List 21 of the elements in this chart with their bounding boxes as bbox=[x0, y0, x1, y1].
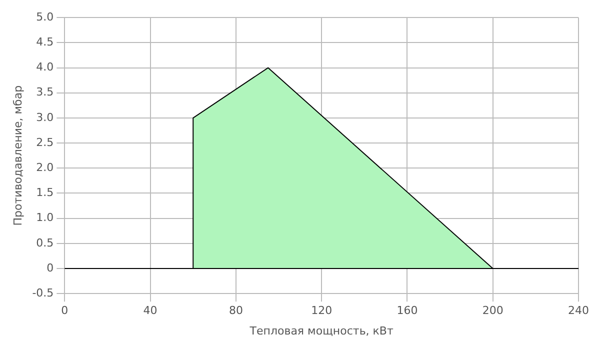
x-tick-label: 0 bbox=[61, 304, 68, 318]
y-tick-label: 2.0 bbox=[36, 161, 54, 174]
y-tick-label: 0.5 bbox=[36, 236, 54, 250]
x-tick-label: 120 bbox=[311, 304, 332, 318]
x-tick-label: 80 bbox=[228, 304, 243, 318]
y-tick-label: 0 bbox=[46, 261, 54, 274]
x-tick-label: 40 bbox=[143, 304, 158, 318]
y-axis-title: Противодавление, мбар bbox=[11, 85, 24, 226]
x-tick-label: 160 bbox=[396, 304, 418, 318]
y-tick-label: -0.5 bbox=[32, 286, 54, 300]
x-tick-label: 200 bbox=[482, 304, 504, 318]
y-tick-label: 1.0 bbox=[36, 211, 54, 224]
x-axis-title: Тепловая мощность, кВт bbox=[248, 324, 394, 338]
y-tick-label: 5.0 bbox=[36, 10, 54, 24]
y-tick-label: 3.0 bbox=[36, 110, 54, 124]
y-tick-label: 4.0 bbox=[36, 60, 54, 74]
x-tick-label: 240 bbox=[568, 304, 589, 318]
y-tick-label: 1.5 bbox=[36, 186, 54, 200]
y-tick-label: 4.5 bbox=[36, 36, 54, 49]
y-tick-label: 2.5 bbox=[36, 136, 54, 149]
y-tick-label: 3.5 bbox=[36, 86, 54, 99]
